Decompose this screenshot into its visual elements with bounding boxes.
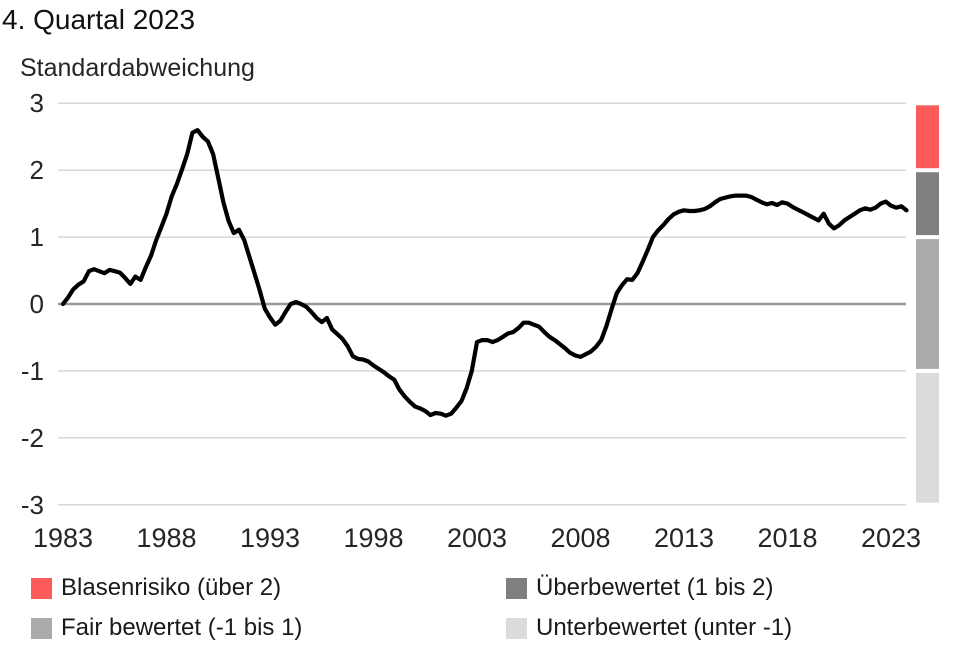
- y-tick-label: 1: [29, 222, 44, 253]
- y-tick-label: 3: [29, 88, 44, 119]
- x-tick-label: 1993: [239, 523, 301, 553]
- legend-swatch-dark-gray: [506, 577, 527, 599]
- page-title: 4. Quartal 2023: [2, 4, 196, 35]
- legend-label: Blasenrisiko (über 2): [61, 574, 282, 601]
- legend-swatch-mid-gray: [31, 617, 52, 639]
- y-tick-label: -3: [20, 489, 44, 520]
- y-axis-title: Standardabweichung: [20, 54, 255, 82]
- legend-label: Überbewertet (1 bis 2): [536, 574, 774, 601]
- y-tick-label: 0: [29, 289, 44, 319]
- x-tick-label: 2003: [446, 523, 508, 553]
- legend-item-bubble-risk: Blasenrisiko (über 2): [31, 574, 282, 601]
- x-tick-label: 1983: [32, 523, 94, 553]
- x-tick-label: 2018: [757, 523, 818, 553]
- zone-bar-segment: [916, 239, 939, 369]
- zone-bar-segment: [916, 105, 939, 169]
- y-tick-label: -1: [20, 355, 44, 386]
- legend-item-undervalued: Unterbewertet (unter -1): [506, 614, 793, 641]
- legend-swatch-red: [31, 577, 52, 599]
- legend-swatch-light-gray: [506, 617, 527, 639]
- x-tick-label: 2023: [860, 523, 922, 553]
- x-tick-label: 1998: [343, 523, 404, 553]
- zone-bar-segment: [916, 172, 939, 236]
- y-tick-label: -2: [20, 422, 44, 453]
- x-tick-label: 1988: [136, 523, 197, 553]
- legend-label: Fair bewertet (-1 bis 1): [61, 614, 303, 641]
- x-tick-label: 2013: [653, 523, 715, 553]
- x-tick-label: 2008: [550, 523, 611, 553]
- legend-item-overvalued: Überbewertet (1 bis 2): [506, 574, 774, 601]
- legend-label: Unterbewertet (unter -1): [536, 614, 793, 641]
- legend-item-fair: Fair bewertet (-1 bis 1): [31, 614, 303, 641]
- y-tick-label: 2: [29, 155, 44, 186]
- series-line: [60, 128, 909, 418]
- zone-bar-segment: [916, 372, 939, 503]
